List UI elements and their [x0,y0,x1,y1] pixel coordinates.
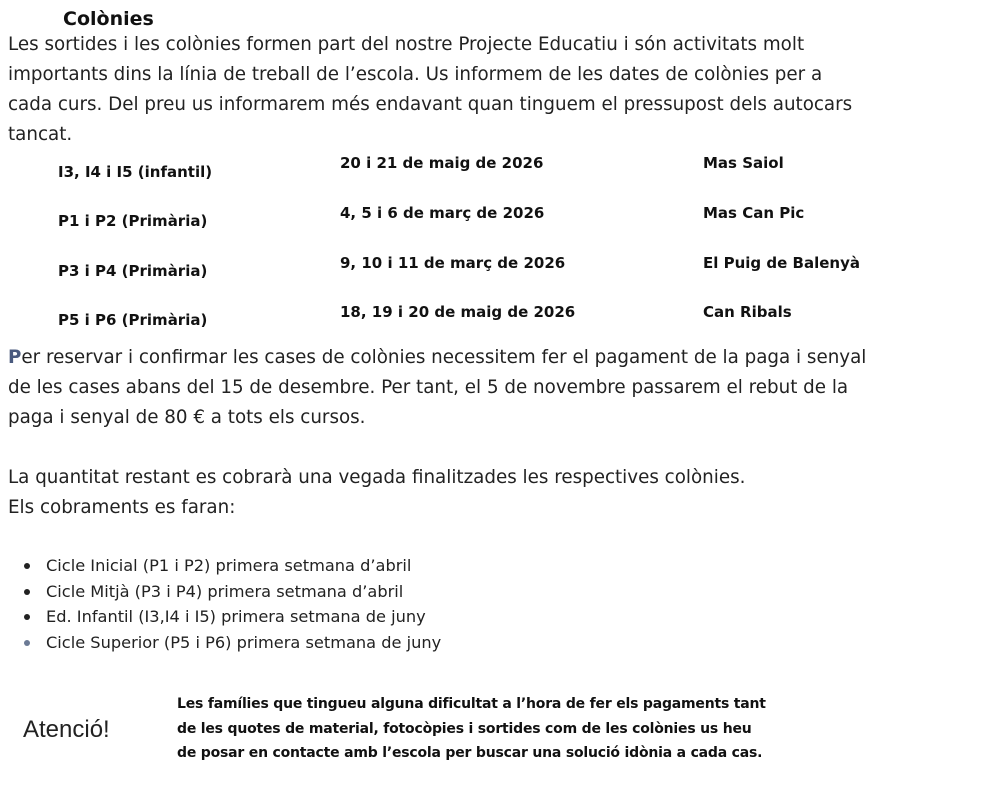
remaining-line: Els cobraments es faran: [8,497,236,518]
payment-line: de les cases abans del 15 de desembre. P… [8,377,849,398]
bullet-icon [24,588,30,595]
dates-cell: 4, 5 i 6 de març de 2026 [340,204,545,222]
bullet-icon [24,639,30,646]
section-title: Colònies [63,8,154,30]
remaining-paragraph: La quantitat restant es cobrarà una vega… [8,463,745,523]
intro-line: cada curs. Del preu us informarem més en… [8,94,853,115]
bullet-icon [24,614,30,620]
intro-line: importants dins la línia de treball de l… [8,64,823,85]
notice-label: Atenció! [23,716,110,743]
initial-letter: P [8,347,22,368]
intro-paragraph: Les sortides i les colònies formen part … [8,30,852,150]
place-cell: El Puig de Balenyà [703,254,860,272]
bullet-icon [24,563,30,569]
payment-line: paga i senyal de 80 € a tots els cursos. [8,407,366,428]
dates-cell: 18, 19 i 20 de maig de 2026 [340,303,576,321]
intro-line: Les sortides i les colònies formen part … [8,34,805,55]
list-item: Cicle Superior (P5 i P6) primera setmana… [0,630,441,656]
place-cell: Mas Can Pic [703,204,805,222]
list-item: Cicle Inicial (P1 i P2) primera setmana … [0,553,441,579]
notice-text: Les famílies que tingueu alguna dificult… [177,696,766,761]
payment-line: er reservar i confirmar les cases de col… [21,347,867,368]
course-cell: I3, I4 i I5 (infantil) [58,163,213,181]
course-cell: P3 i P4 (Primària) [58,262,208,280]
list-item: Ed. Infantil (I3,I4 i I5) primera setman… [0,604,441,630]
course-cell: P5 i P6 (Primària) [58,311,208,329]
course-cell: P1 i P2 (Primària) [58,212,208,230]
remaining-line: La quantitat restant es cobrarà una vega… [8,467,746,488]
list-item: Cicle Mitjà (P3 i P4) primera setmana d’… [0,579,441,605]
payment-paragraph: Per reservar i confirmar les cases de co… [8,343,866,433]
place-cell: Mas Saiol [703,154,784,172]
place-cell: Can Ribals [703,303,792,321]
dates-cell: 20 i 21 de maig de 2026 [340,154,544,172]
intro-line: tancat. [8,124,73,145]
charges-list: Cicle Inicial (P1 i P2) primera setmana … [0,553,441,655]
dates-cell: 9, 10 i 11 de març de 2026 [340,254,566,272]
